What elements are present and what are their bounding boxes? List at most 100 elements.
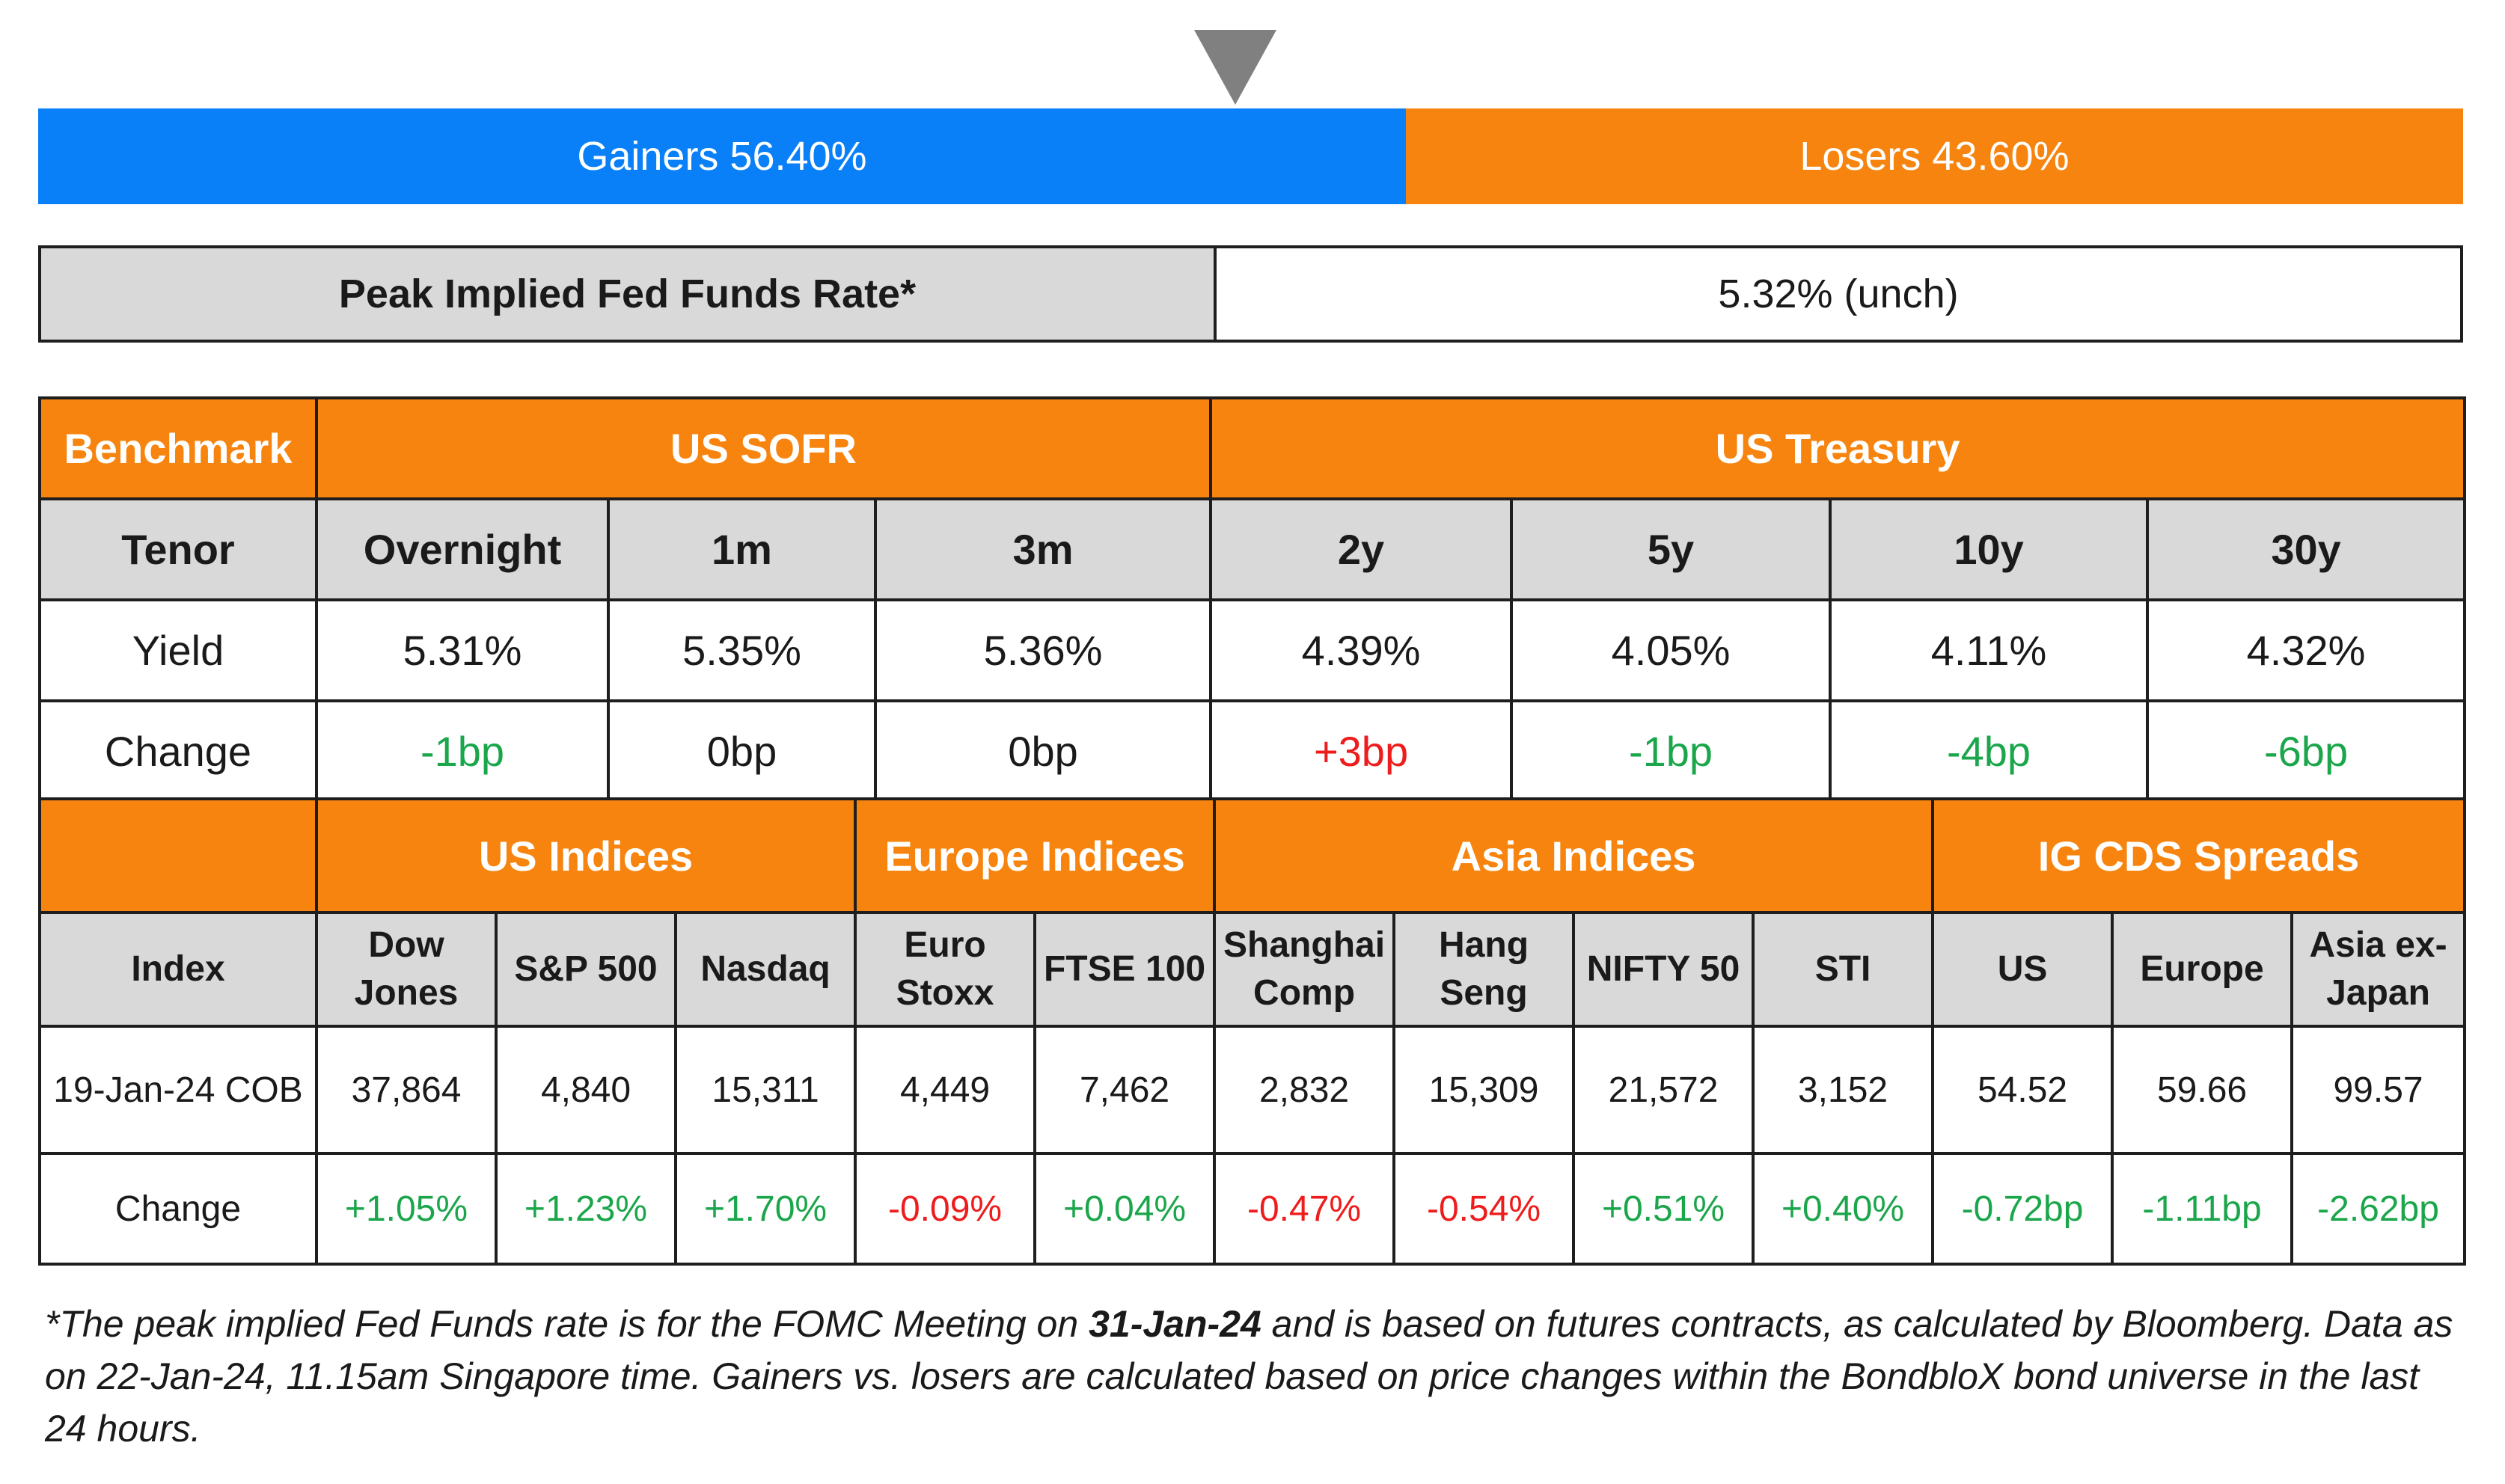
indices-corner-cell xyxy=(38,797,318,914)
yield-cell: 4.39% xyxy=(1209,598,1514,702)
tenor-cell: 2y xyxy=(1209,497,1514,601)
change-label: Change xyxy=(38,699,318,803)
footnote: *The peak implied Fed Funds rate is for … xyxy=(45,1298,2454,1455)
tenor-cell: 10y xyxy=(1829,497,2150,601)
yield-cell: 5.36% xyxy=(873,598,1213,702)
indices-table: US Indices Europe Indices Asia Indices I… xyxy=(38,797,2467,1266)
rate-change-cell: 0bp xyxy=(873,699,1213,803)
tenor-cell: Overnight xyxy=(315,497,610,601)
index-name-line: STI xyxy=(1814,949,1871,989)
treasury-header: US Treasury xyxy=(1209,396,2467,500)
rate-change-cell: -1bp xyxy=(1510,699,1832,803)
index-value-cell: 54.52 xyxy=(1931,1025,2114,1155)
tenor-cell: 1m xyxy=(607,497,877,601)
sentiment-marker-icon xyxy=(1194,30,1276,105)
index-change-cell: -0.47% xyxy=(1213,1152,1396,1266)
index-value-cell: 21,572 xyxy=(1572,1025,1755,1155)
index-name-line: Japan xyxy=(2326,973,2430,1013)
index-name-line: Dow xyxy=(368,925,444,965)
index-value-cell: 3,152 xyxy=(1752,1025,1935,1155)
index-change-cell: -2.62bp xyxy=(2290,1152,2467,1266)
index-name-cell: Asia ex- Japan xyxy=(2290,911,2467,1028)
index-name-line: Hang xyxy=(1439,925,1529,965)
index-name-cell: Nasdaq xyxy=(673,911,857,1028)
index-name-line: Euro xyxy=(904,925,986,965)
index-name-line: NIFTY 50 xyxy=(1586,949,1740,989)
index-name-cell: Europe xyxy=(2111,911,2294,1028)
peak-rate-label: Peak Implied Fed Funds Rate* xyxy=(38,245,1217,343)
index-name-cell: STI xyxy=(1752,911,1935,1028)
losers-segment: Losers 43.60% xyxy=(1405,108,2463,204)
index-name-cell: Dow Jones xyxy=(315,911,498,1028)
index-value-cell: 15,311 xyxy=(673,1025,857,1155)
yield-cell: 4.11% xyxy=(1829,598,2150,702)
yield-label: Yield xyxy=(38,598,318,702)
rate-change-cell: -6bp xyxy=(2146,699,2467,803)
index-name-cell: Shanghai Comp xyxy=(1213,911,1396,1028)
index-name-line: Nasdaq xyxy=(700,949,831,989)
index-label: Index xyxy=(38,911,318,1028)
tenor-label: Tenor xyxy=(38,497,318,601)
ig-cds-header: IG CDS Spreads xyxy=(1931,797,2467,914)
index-value-cell: 99.57 xyxy=(2290,1025,2467,1155)
rates-table: Benchmark US SOFR US Treasury Tenor Over… xyxy=(38,396,2467,803)
rate-change-cell: -4bp xyxy=(1829,699,2150,803)
index-change-cell: +1.23% xyxy=(495,1152,677,1266)
index-value-cell: 15,309 xyxy=(1392,1025,1576,1155)
index-name-cell: S&P 500 xyxy=(495,911,677,1028)
index-name-line: S&P 500 xyxy=(514,949,658,989)
gainers-losers-bar: Gainers 56.40% Losers 43.60% xyxy=(38,108,2463,204)
yield-cell: 4.32% xyxy=(2146,598,2467,702)
index-name-line: FTSE 100 xyxy=(1043,949,1206,989)
index-name-cell: US xyxy=(1931,911,2114,1028)
index-name-line: Stoxx xyxy=(896,973,994,1013)
sofr-header: US SOFR xyxy=(314,396,1213,500)
index-change-cell: -0.54% xyxy=(1392,1152,1576,1266)
yield-cell: 5.31% xyxy=(315,598,610,702)
index-name-line: Comp xyxy=(1253,973,1356,1013)
index-change-label: Change xyxy=(38,1152,318,1266)
index-name-line: Jones xyxy=(354,973,459,1013)
rate-change-cell: 0bp xyxy=(607,699,877,803)
index-value-cell: 4,449 xyxy=(854,1025,1037,1155)
gainers-segment: Gainers 56.40% xyxy=(38,108,1406,204)
yield-cell: 5.35% xyxy=(607,598,877,702)
index-name-line: US xyxy=(1997,949,2048,989)
benchmark-header: Benchmark xyxy=(38,396,318,500)
index-change-cell: -0.72bp xyxy=(1931,1152,2114,1266)
index-value-cell: 7,462 xyxy=(1033,1025,1217,1155)
footnote-text-2: and is based on futures contracts, as ca… xyxy=(45,1303,2453,1450)
yield-cell: 4.05% xyxy=(1510,598,1832,702)
index-name-cell: FTSE 100 xyxy=(1033,911,1217,1028)
footnote-meeting-date: 31-Jan-24 xyxy=(1089,1303,1261,1345)
index-name-cell: Hang Seng xyxy=(1392,911,1576,1028)
index-name-line: Seng xyxy=(1440,973,1528,1013)
peak-rate-value: 5.32% (unch) xyxy=(1214,245,2463,343)
index-change-cell: +1.70% xyxy=(673,1152,857,1266)
rate-change-cell: +3bp xyxy=(1209,699,1514,803)
asia-indices-header: Asia Indices xyxy=(1213,797,1935,914)
date-label: 19-Jan-24 COB xyxy=(38,1025,318,1155)
tenor-cell: 5y xyxy=(1510,497,1832,601)
index-value-cell: 37,864 xyxy=(315,1025,498,1155)
index-change-cell: -0.09% xyxy=(854,1152,1037,1266)
index-value-cell: 59.66 xyxy=(2111,1025,2294,1155)
index-change-cell: -1.11bp xyxy=(2111,1152,2294,1266)
index-change-cell: +1.05% xyxy=(315,1152,498,1266)
footnote-text-1: *The peak implied Fed Funds rate is for … xyxy=(45,1303,1089,1345)
index-name-line: Europe xyxy=(2140,949,2264,989)
tenor-cell: 3m xyxy=(873,497,1213,601)
index-name-line: Shanghai xyxy=(1223,925,1386,965)
index-change-cell: +0.51% xyxy=(1572,1152,1755,1266)
us-indices-header: US Indices xyxy=(314,797,857,914)
index-change-cell: +0.40% xyxy=(1752,1152,1935,1266)
europe-indices-header: Europe Indices xyxy=(854,797,1217,914)
index-change-cell: +0.04% xyxy=(1033,1152,1217,1266)
index-name-line: Asia ex- xyxy=(2309,925,2447,965)
tenor-cell: 30y xyxy=(2146,497,2467,601)
index-value-cell: 2,832 xyxy=(1213,1025,1396,1155)
index-name-cell: Euro Stoxx xyxy=(854,911,1037,1028)
index-value-cell: 4,840 xyxy=(495,1025,677,1155)
rate-change-cell: -1bp xyxy=(315,699,610,803)
peak-fed-funds-table: Peak Implied Fed Funds Rate* 5.32% (unch… xyxy=(38,245,2463,343)
